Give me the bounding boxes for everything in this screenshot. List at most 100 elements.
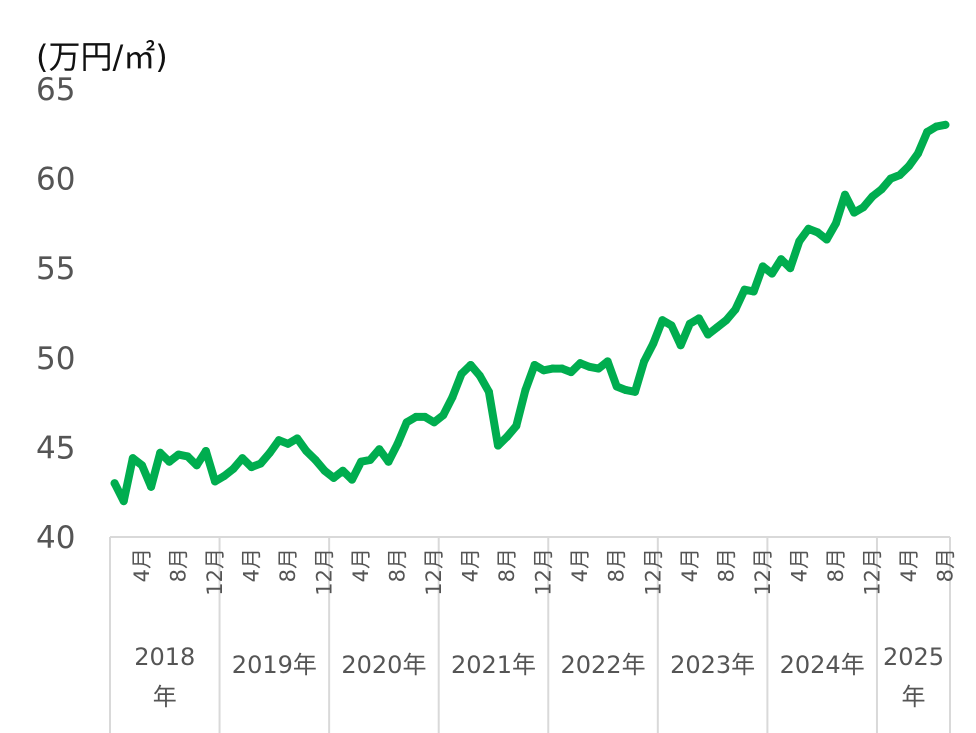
price-series-line — [110, 120, 950, 506]
data-point — [238, 454, 247, 463]
data-point — [256, 459, 265, 468]
data-point — [795, 237, 804, 246]
data-point — [704, 330, 713, 339]
month-tick-label: 8月 — [276, 548, 300, 582]
y-tick-label: 55 — [36, 251, 75, 287]
data-point — [338, 466, 347, 475]
month-tick-label: 8月 — [386, 548, 410, 582]
data-point — [357, 457, 366, 466]
data-point — [822, 235, 831, 244]
data-point — [402, 418, 411, 427]
year-label: 年 — [153, 683, 177, 711]
month-tick-label: 4月 — [897, 548, 921, 582]
data-point — [521, 386, 530, 395]
data-point — [247, 463, 256, 472]
data-point — [603, 357, 612, 366]
data-point — [886, 174, 895, 183]
y-tick-label: 65 — [36, 72, 75, 108]
data-point — [165, 457, 174, 466]
data-point — [137, 461, 146, 470]
y-tick-label: 50 — [36, 341, 75, 377]
data-point — [731, 305, 740, 314]
data-point — [868, 192, 877, 201]
data-point — [850, 208, 859, 217]
x-axis: 4月 8月 12月 4月 8月 12月 4月 8月 12月 4月 8月 12月 4月 8月 12月 4月 8月 1… — [109, 536, 957, 733]
year-label: 2023年 — [670, 651, 755, 679]
data-point — [713, 323, 722, 332]
month-tick-label: 4月 — [678, 548, 702, 582]
data-point — [128, 454, 137, 463]
data-point — [777, 255, 786, 264]
data-point — [585, 362, 594, 371]
month-tick-label: 4月 — [459, 548, 483, 582]
year-label: 2020年 — [341, 651, 426, 679]
month-tick-label: 8月 — [933, 548, 957, 582]
data-point — [786, 264, 795, 273]
data-point — [576, 359, 585, 368]
y-axis: 40 45 50 55 60 65 — [36, 72, 75, 556]
data-point — [877, 185, 886, 194]
year-label: 2022年 — [561, 651, 646, 679]
data-point — [503, 432, 512, 441]
y-tick-label: 45 — [36, 430, 75, 466]
month-tick-label: 8月 — [166, 548, 190, 582]
data-point — [841, 190, 849, 199]
month-tick-label: 4月 — [787, 548, 811, 582]
month-tick-label: 4月 — [349, 548, 373, 582]
data-point — [530, 360, 539, 369]
data-point — [156, 448, 165, 457]
data-point — [813, 228, 822, 237]
data-point — [384, 457, 393, 466]
data-point — [557, 364, 566, 373]
year-label: 2024年 — [780, 651, 865, 679]
data-point — [804, 224, 813, 233]
data-point — [831, 219, 840, 228]
y-tick-label: 40 — [36, 520, 75, 556]
data-point — [932, 122, 941, 131]
data-point — [923, 128, 932, 137]
month-tick-label: 8月 — [605, 548, 629, 582]
year-label: 年 — [901, 683, 925, 711]
data-point — [740, 285, 749, 294]
data-point — [147, 482, 156, 491]
year-label: 2025 — [883, 643, 944, 671]
month-tick-label: 4月 — [568, 548, 592, 582]
data-points — [110, 120, 950, 506]
data-point — [895, 171, 904, 180]
data-point — [859, 203, 868, 212]
data-point — [548, 364, 557, 373]
year-label: 2019年 — [232, 651, 317, 679]
data-point — [512, 421, 521, 430]
month-tick-label: 12月 — [313, 548, 337, 596]
data-point — [320, 466, 329, 475]
unit-label: (万円/㎡) — [36, 38, 168, 76]
month-tick-label: 12月 — [860, 548, 884, 596]
data-point — [941, 120, 950, 129]
data-point — [421, 412, 429, 421]
month-tick-label: 8月 — [714, 548, 738, 582]
data-point — [612, 382, 621, 391]
data-point — [311, 455, 320, 464]
data-point — [722, 316, 731, 325]
data-point — [914, 149, 923, 158]
data-point — [658, 316, 667, 325]
month-tick-label: 4月 — [130, 548, 154, 582]
data-point — [430, 418, 439, 427]
data-point — [439, 411, 448, 420]
data-point — [229, 464, 238, 473]
month-tick-label: 12月 — [422, 548, 446, 596]
month-tick-label: 12月 — [532, 548, 556, 596]
data-point — [393, 439, 402, 448]
data-point — [694, 314, 703, 323]
data-point — [411, 412, 420, 421]
month-tick-label: 4月 — [240, 548, 264, 582]
data-point — [448, 393, 457, 402]
data-point — [767, 269, 776, 278]
data-point — [640, 357, 649, 366]
data-point — [676, 341, 685, 350]
data-point — [475, 371, 484, 380]
data-point — [274, 436, 283, 445]
data-point — [567, 368, 576, 377]
data-point — [631, 387, 639, 396]
